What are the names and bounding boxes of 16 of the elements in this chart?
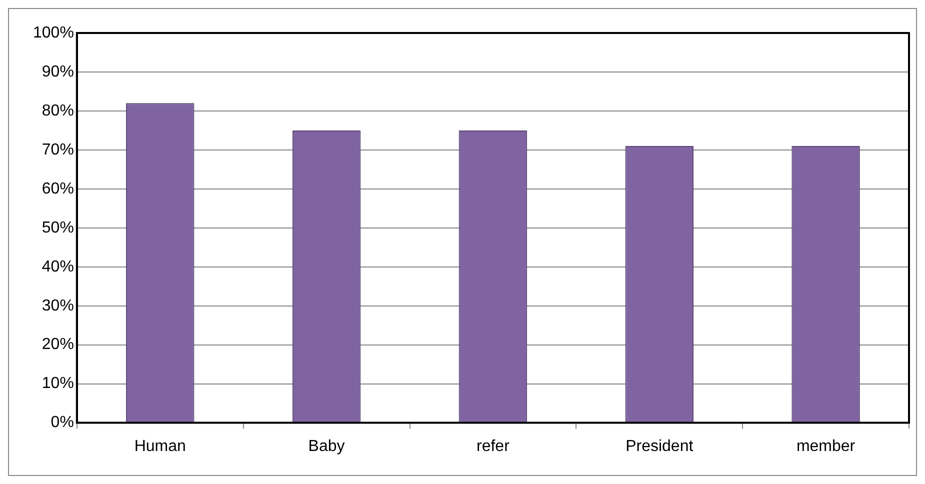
x-tick-label: member <box>796 438 856 455</box>
y-tick-label: 80% <box>42 102 74 120</box>
y-tick-label: 60% <box>42 180 74 198</box>
x-tick-label: refer <box>476 438 510 455</box>
y-tick-label: 40% <box>42 258 74 276</box>
y-tick-label: 20% <box>42 336 74 354</box>
y-tick-label: 70% <box>42 141 74 158</box>
y-tick-label: 100% <box>33 24 74 42</box>
y-tick-label: 50% <box>42 219 74 236</box>
x-tick-label: President <box>626 438 694 455</box>
y-tick-label: 90% <box>42 63 74 80</box>
x-tick-label: Human <box>134 438 186 455</box>
x-tick-label: Baby <box>308 438 345 455</box>
y-tick-label: 10% <box>42 375 74 392</box>
y-tick-label: 30% <box>42 297 74 314</box>
y-tick-label: 0% <box>50 414 74 432</box>
